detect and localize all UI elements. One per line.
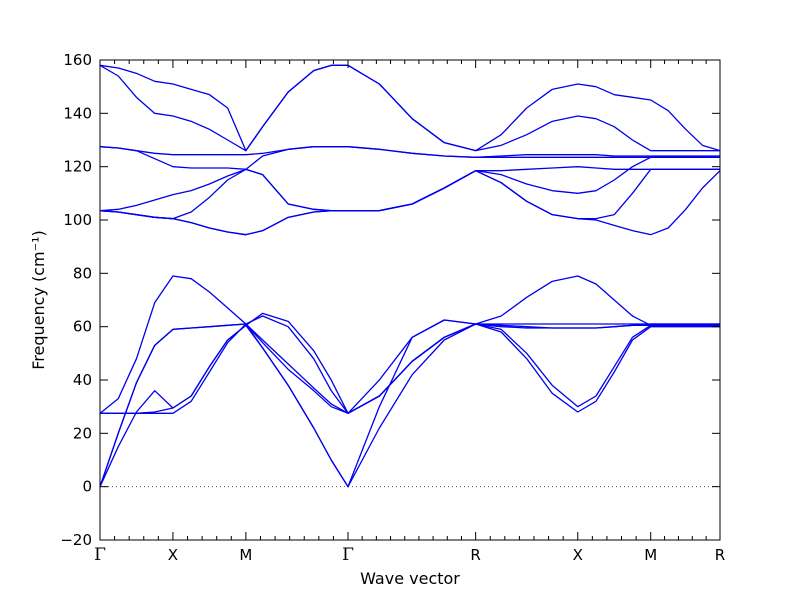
x-tick-label: Γ	[342, 545, 354, 565]
y-tick-label: 120	[63, 158, 92, 176]
x-axis-label: Wave vector	[360, 569, 460, 588]
y-tick-label: 100	[63, 211, 92, 229]
x-tick-label: R	[715, 546, 725, 564]
y-tick-label: 160	[63, 51, 92, 69]
plot-frame	[99, 59, 721, 541]
y-tick-label: 40	[73, 371, 92, 389]
phonon-branch-line	[99, 146, 720, 170]
y-tick-label: 60	[73, 318, 92, 336]
x-tick-label: X	[573, 546, 583, 564]
y-axis-label: Frequency (cm⁻¹)	[29, 230, 48, 369]
series-layer	[99, 64, 721, 488]
y-tick-label: 20	[73, 424, 92, 442]
x-tick-label: M	[644, 546, 657, 564]
y-tick-label: 0	[82, 478, 92, 496]
x-tick-label: Γ	[94, 545, 106, 565]
phonon-branch-line	[99, 64, 720, 152]
x-tick-label: M	[239, 546, 252, 564]
y-tick-label: 140	[63, 104, 92, 122]
phonon-branch-line	[99, 170, 721, 236]
phonon-branch-line	[99, 323, 720, 487]
y-tick-label: −20	[60, 531, 92, 549]
y-tick-label: 80	[73, 264, 92, 282]
x-tick-label: X	[168, 546, 178, 564]
x-tick-label: R	[470, 546, 480, 564]
